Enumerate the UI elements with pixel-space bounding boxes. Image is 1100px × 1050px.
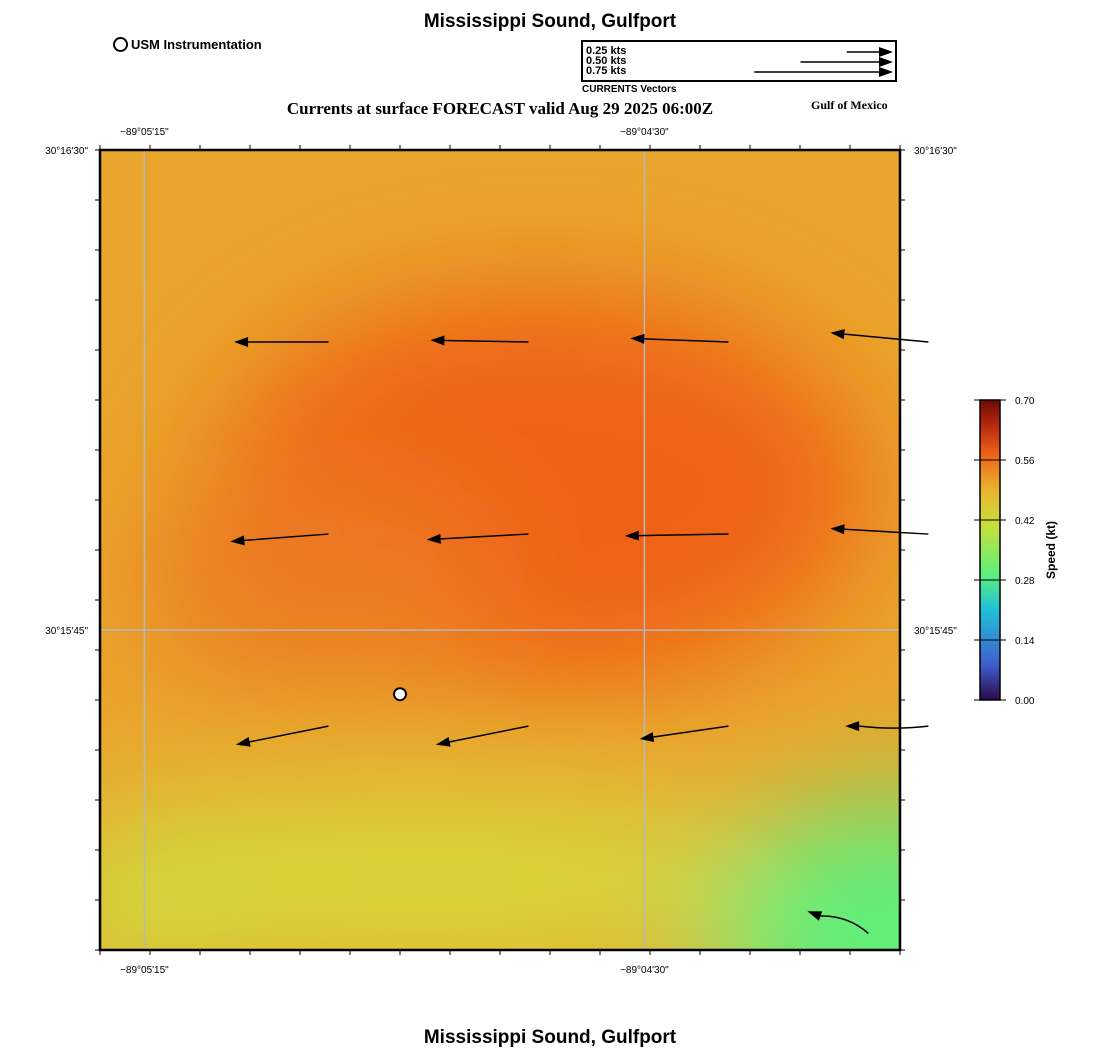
footer-title: Mississippi Sound, Gulfport <box>423 1027 677 1048</box>
colorbar-tick-4: 0.14 <box>1015 636 1035 647</box>
colorbar-tick-1: 0.56 <box>1015 456 1035 467</box>
current-vector-0 <box>234 337 329 348</box>
coordinate-labels: −89°05'15" −89°05'15" −89°04'30" −89°04'30"… <box>45 127 957 976</box>
current-vector-8 <box>235 725 329 747</box>
lat-label-left-0: 30°16'30" <box>45 146 88 157</box>
colorbar-label: Speed (kt) <box>1044 521 1058 579</box>
vector-legend-box: 0.25 kts 0.50 kts 0.75 kts <box>581 40 897 82</box>
legend-entry-label-0: 0.25 kts <box>586 45 627 57</box>
map-frame <box>98 148 902 952</box>
legend-arrows <box>754 47 893 77</box>
station-legend: USM Instrumentation <box>113 37 262 52</box>
colorbar-tick-3: 0.28 <box>1015 576 1035 587</box>
lon-label-top-0: −89°05'15" <box>120 127 169 138</box>
colorbar-tick-2: 0.42 <box>1015 516 1035 527</box>
colorbar <box>979 399 1001 701</box>
vector-legend-title: CURRENTS Vectors <box>582 84 677 95</box>
map-subtitle: Currents at surface FORECAST valid Aug 2… <box>286 99 714 118</box>
graticule <box>100 150 900 950</box>
lon-label-bottom-1: −89°04'30" <box>620 965 669 976</box>
lat-label-left-1: 30°15'45" <box>45 626 88 637</box>
lon-label-top-1: −89°04'30" <box>620 127 669 138</box>
station-circle-icon <box>113 37 128 52</box>
station-legend-label: USM Instrumentation <box>131 37 262 52</box>
lon-label-bottom-0: −89°05'15" <box>120 965 169 976</box>
legend-entry-label-1: 0.50 kts <box>586 55 627 67</box>
current-vector-12 <box>807 911 869 935</box>
region-label: Gulf of Mexico <box>811 98 888 112</box>
current-vector-4 <box>230 533 329 546</box>
colorbar-tick-5: 0.00 <box>1015 696 1035 707</box>
current-vector-9 <box>435 725 529 747</box>
lat-label-right-1: 30°15'45" <box>914 626 957 637</box>
legend-arrow-1 <box>800 57 893 67</box>
colorbar-ticks: 0.70 0.56 0.42 0.28 0.14 0.00 <box>974 396 1035 707</box>
legend-arrow-2 <box>754 67 893 77</box>
usm-station-marker[interactable] <box>393 687 407 702</box>
current-vector-3 <box>830 329 929 343</box>
legend-entry-label-2: 0.75 kts <box>586 65 627 77</box>
speed-field <box>100 150 900 950</box>
current-vector-2 <box>630 333 729 344</box>
current-vector-10 <box>639 725 729 742</box>
current-vector-5 <box>426 533 529 544</box>
current-vector-11 <box>845 721 929 732</box>
map-title: Mississippi Sound, Gulfport <box>423 11 677 32</box>
legend-arrow-0 <box>846 47 893 57</box>
current-vectors <box>230 329 929 935</box>
current-vector-6 <box>624 530 729 541</box>
colorbar-tick-0: 0.70 <box>1015 396 1035 407</box>
current-vector-1 <box>430 335 529 346</box>
current-vector-7 <box>830 524 929 535</box>
lat-label-right-0: 30°16'30" <box>914 146 957 157</box>
